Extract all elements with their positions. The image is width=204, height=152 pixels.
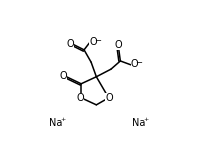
Text: +: + xyxy=(143,117,149,122)
Text: O: O xyxy=(67,39,74,49)
Text: O: O xyxy=(114,40,122,50)
Text: Na: Na xyxy=(132,118,146,128)
Text: O: O xyxy=(89,37,97,47)
Text: −: − xyxy=(94,36,101,45)
Text: O: O xyxy=(59,71,67,81)
Text: +: + xyxy=(60,117,65,122)
Text: −: − xyxy=(136,59,143,67)
Text: O: O xyxy=(105,93,113,103)
Text: O: O xyxy=(131,59,139,69)
Text: O: O xyxy=(77,93,84,103)
Text: Na: Na xyxy=(49,118,63,128)
